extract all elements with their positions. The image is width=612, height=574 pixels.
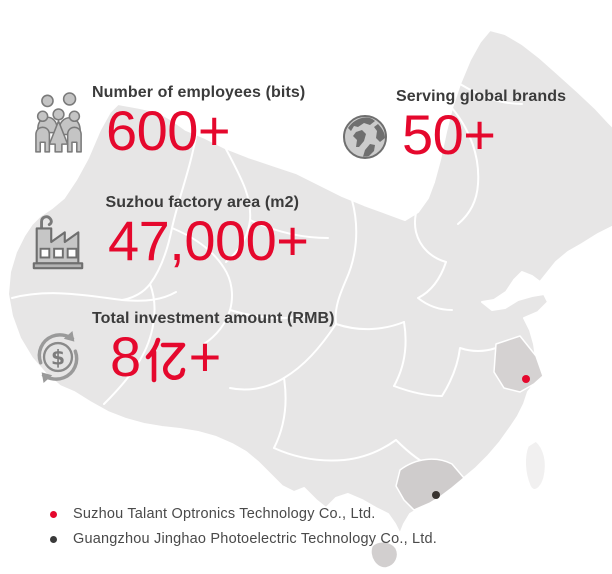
stat-investment-label: Total investment amount (RMB) xyxy=(92,310,335,327)
legend-suzhou-label: Suzhou Talant Optronics Technology Co., … xyxy=(73,506,376,522)
stat-factory-area-value: 47,000+ xyxy=(108,209,309,272)
stat-investment: $ Total investment amount (RMB) 8 xyxy=(32,310,335,393)
stat-global-brands-value: 50+ xyxy=(402,103,496,166)
globe-icon xyxy=(342,114,388,165)
hainan-island xyxy=(370,541,399,569)
investment-number: 8 xyxy=(110,325,141,388)
stat-global-brands-label: Serving global brands xyxy=(396,88,567,105)
legend: Suzhou Talant Optronics Technology Co., … xyxy=(50,506,437,547)
investment-plus: + xyxy=(188,325,222,388)
taiwan-island xyxy=(524,440,547,491)
china-outline xyxy=(7,29,612,569)
province-borders xyxy=(11,83,523,469)
stat-factory-area: Suzhou factory area (m2) 47,000+ xyxy=(28,194,309,277)
stat-employees-value: 600+ xyxy=(106,99,231,162)
investment-icon: $ xyxy=(32,326,84,393)
stat-investment-value: 8 + xyxy=(92,328,335,385)
legend-item-suzhou: Suzhou Talant Optronics Technology Co., … xyxy=(50,506,437,522)
stat-global-brands: Serving global brands 50+ xyxy=(342,88,566,165)
people-icon xyxy=(34,90,84,161)
legend-item-guangzhou: Guangzhou Jinghao Photoelectric Technolo… xyxy=(50,531,437,547)
marker-guangzhou xyxy=(432,491,440,499)
stat-employees-label: Number of employees (bits) xyxy=(92,84,306,101)
province-guangdong-highlight xyxy=(395,458,465,511)
marker-suzhou xyxy=(522,375,530,383)
dark-bullet-icon xyxy=(50,535,57,543)
stat-employees: Number of employees (bits) 600+ xyxy=(34,84,305,161)
dollar-glyph: $ xyxy=(51,346,65,370)
red-bullet-icon xyxy=(50,510,57,518)
legend-guangzhou-label: Guangzhou Jinghao Photoelectric Technolo… xyxy=(73,531,438,547)
stat-factory-area-label: Suzhou factory area (m2) xyxy=(105,194,300,211)
province-jiangsu-highlight xyxy=(493,335,544,393)
yi-hundred-million-character xyxy=(145,335,187,383)
factory-icon xyxy=(28,212,88,277)
